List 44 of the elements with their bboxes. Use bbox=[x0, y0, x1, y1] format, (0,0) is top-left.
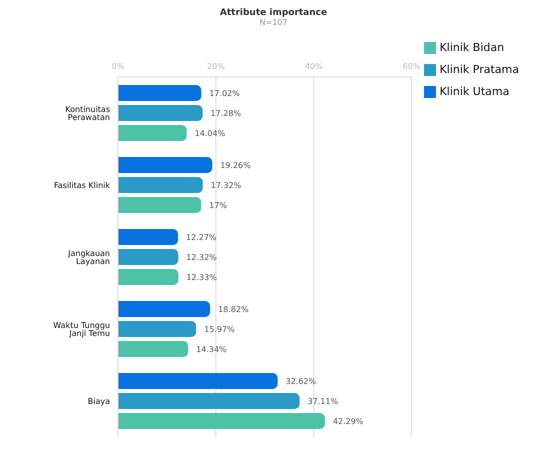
bar bbox=[118, 157, 212, 173]
bar bbox=[118, 301, 210, 317]
x-tick-label: 0% bbox=[112, 62, 125, 71]
data-label: 32.62% bbox=[286, 377, 317, 386]
data-label: 42.29% bbox=[332, 417, 364, 426]
data-label: 12.33% bbox=[186, 273, 218, 282]
y-tick-label: Jangkauan Layanan bbox=[67, 248, 110, 266]
data-label: 12.27% bbox=[186, 233, 217, 242]
data-label: 12.32% bbox=[186, 253, 218, 262]
bar bbox=[118, 393, 300, 409]
bar bbox=[118, 341, 188, 357]
bar bbox=[118, 269, 178, 285]
chart-title: Attribute importance bbox=[218, 8, 328, 18]
bar bbox=[118, 373, 278, 389]
bar bbox=[118, 85, 202, 101]
data-label: 17% bbox=[209, 201, 228, 210]
chart-subtitle: N=107 bbox=[258, 18, 288, 27]
legend-label: Klinik Pratama bbox=[440, 63, 519, 76]
y-tick-label: Kontinuitas Perawatan bbox=[65, 104, 110, 122]
data-label: 37.11% bbox=[308, 397, 338, 406]
bar bbox=[118, 177, 203, 193]
legend-label: Klinik Bidan bbox=[440, 41, 504, 54]
bar bbox=[118, 413, 325, 429]
bar bbox=[118, 125, 187, 141]
bar bbox=[118, 321, 196, 337]
data-label: 18.82% bbox=[218, 305, 249, 314]
x-tick-label: 60% bbox=[402, 62, 421, 71]
data-label: 19.26% bbox=[220, 161, 252, 170]
bar bbox=[118, 197, 202, 213]
data-label: 17.32% bbox=[210, 181, 242, 190]
legend-label: Klinik Utama bbox=[440, 85, 510, 98]
data-label: 17.02% bbox=[209, 89, 240, 98]
data-label: 15.97% bbox=[204, 325, 236, 334]
data-label: 14.04% bbox=[194, 129, 226, 138]
y-tick-label: Biaya bbox=[88, 396, 110, 406]
y-tick-label: Waktu Tunggu Janji Temu bbox=[53, 320, 110, 338]
x-tick-label: 20% bbox=[206, 62, 226, 71]
data-label: 17.28% bbox=[210, 109, 242, 118]
bar bbox=[118, 105, 203, 121]
y-tick-label: Fasilitas Klinik bbox=[54, 180, 110, 190]
bar bbox=[118, 249, 178, 265]
data-label: 14.34% bbox=[196, 345, 228, 354]
x-tick-label: 40% bbox=[304, 62, 323, 71]
bar bbox=[118, 229, 178, 245]
